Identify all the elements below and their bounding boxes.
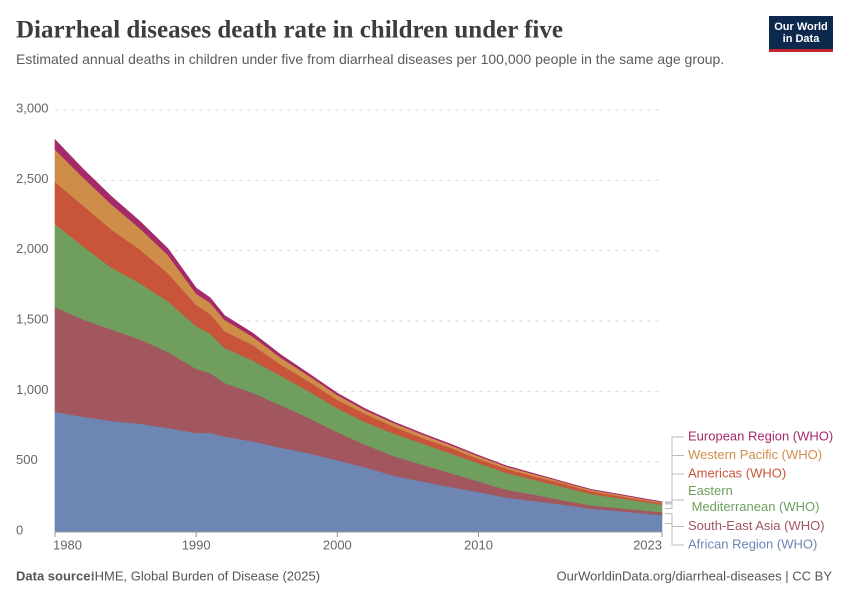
area bbox=[54, 138, 663, 503]
leader-line bbox=[665, 523, 684, 546]
y-tick-label: 2,000 bbox=[16, 241, 49, 256]
y-tick-label: 500 bbox=[16, 452, 38, 467]
logo-box bbox=[769, 16, 833, 52]
chart-title: Diarrheal diseases death rate in childre… bbox=[16, 17, 563, 44]
legend-label[interactable]: African Region (WHO) bbox=[688, 536, 817, 551]
y-tick-label: 2,500 bbox=[16, 171, 49, 186]
logo-stripe bbox=[769, 49, 833, 52]
y-tick-label: 3,000 bbox=[16, 100, 49, 115]
source: IHME, Global Burden of Disease (2025) bbox=[91, 568, 320, 583]
legend-line: Mediterranean (WHO) bbox=[688, 499, 819, 514]
y-tick-label: 1,500 bbox=[16, 311, 49, 326]
y-tick-label: 0 bbox=[16, 522, 23, 537]
chart-subtitle: Estimated annual deaths in children unde… bbox=[16, 51, 725, 67]
legend-label[interactable]: European Region (WHO) bbox=[688, 428, 833, 443]
legend-label[interactable]: Americas (WHO) bbox=[688, 465, 786, 480]
subtitle-box: Estimated annual deaths in children unde… bbox=[16, 51, 725, 67]
x-tick-label: 2000 bbox=[323, 537, 352, 552]
source-label: Data source: bbox=[16, 568, 95, 583]
leader-line bbox=[665, 473, 684, 505]
logo-wrap: Our World in Data bbox=[774, 21, 828, 45]
legend-label[interactable]: Eastern Mediterranean (WHO) bbox=[688, 483, 819, 514]
x-tick-label: 1990 bbox=[182, 537, 211, 552]
legend-label[interactable]: Western Pacific (WHO) bbox=[688, 447, 822, 462]
x-tick-label: 2023 bbox=[633, 537, 662, 552]
legend-line: Eastern bbox=[688, 483, 733, 498]
logo[interactable]: Our World in Data bbox=[774, 21, 828, 45]
legend-label[interactable]: South-East Asia (WHO) bbox=[688, 518, 825, 533]
leader-line bbox=[665, 513, 684, 527]
leader-line bbox=[665, 455, 684, 504]
x-tick-label: 2010 bbox=[464, 537, 493, 552]
source-link[interactable]: OurWorldinData.org/diarrheal-diseases | … bbox=[556, 568, 832, 583]
x-tick-label: 1980 bbox=[53, 537, 82, 552]
y-tick-label: 1,000 bbox=[16, 382, 49, 397]
leader-line bbox=[665, 436, 684, 503]
